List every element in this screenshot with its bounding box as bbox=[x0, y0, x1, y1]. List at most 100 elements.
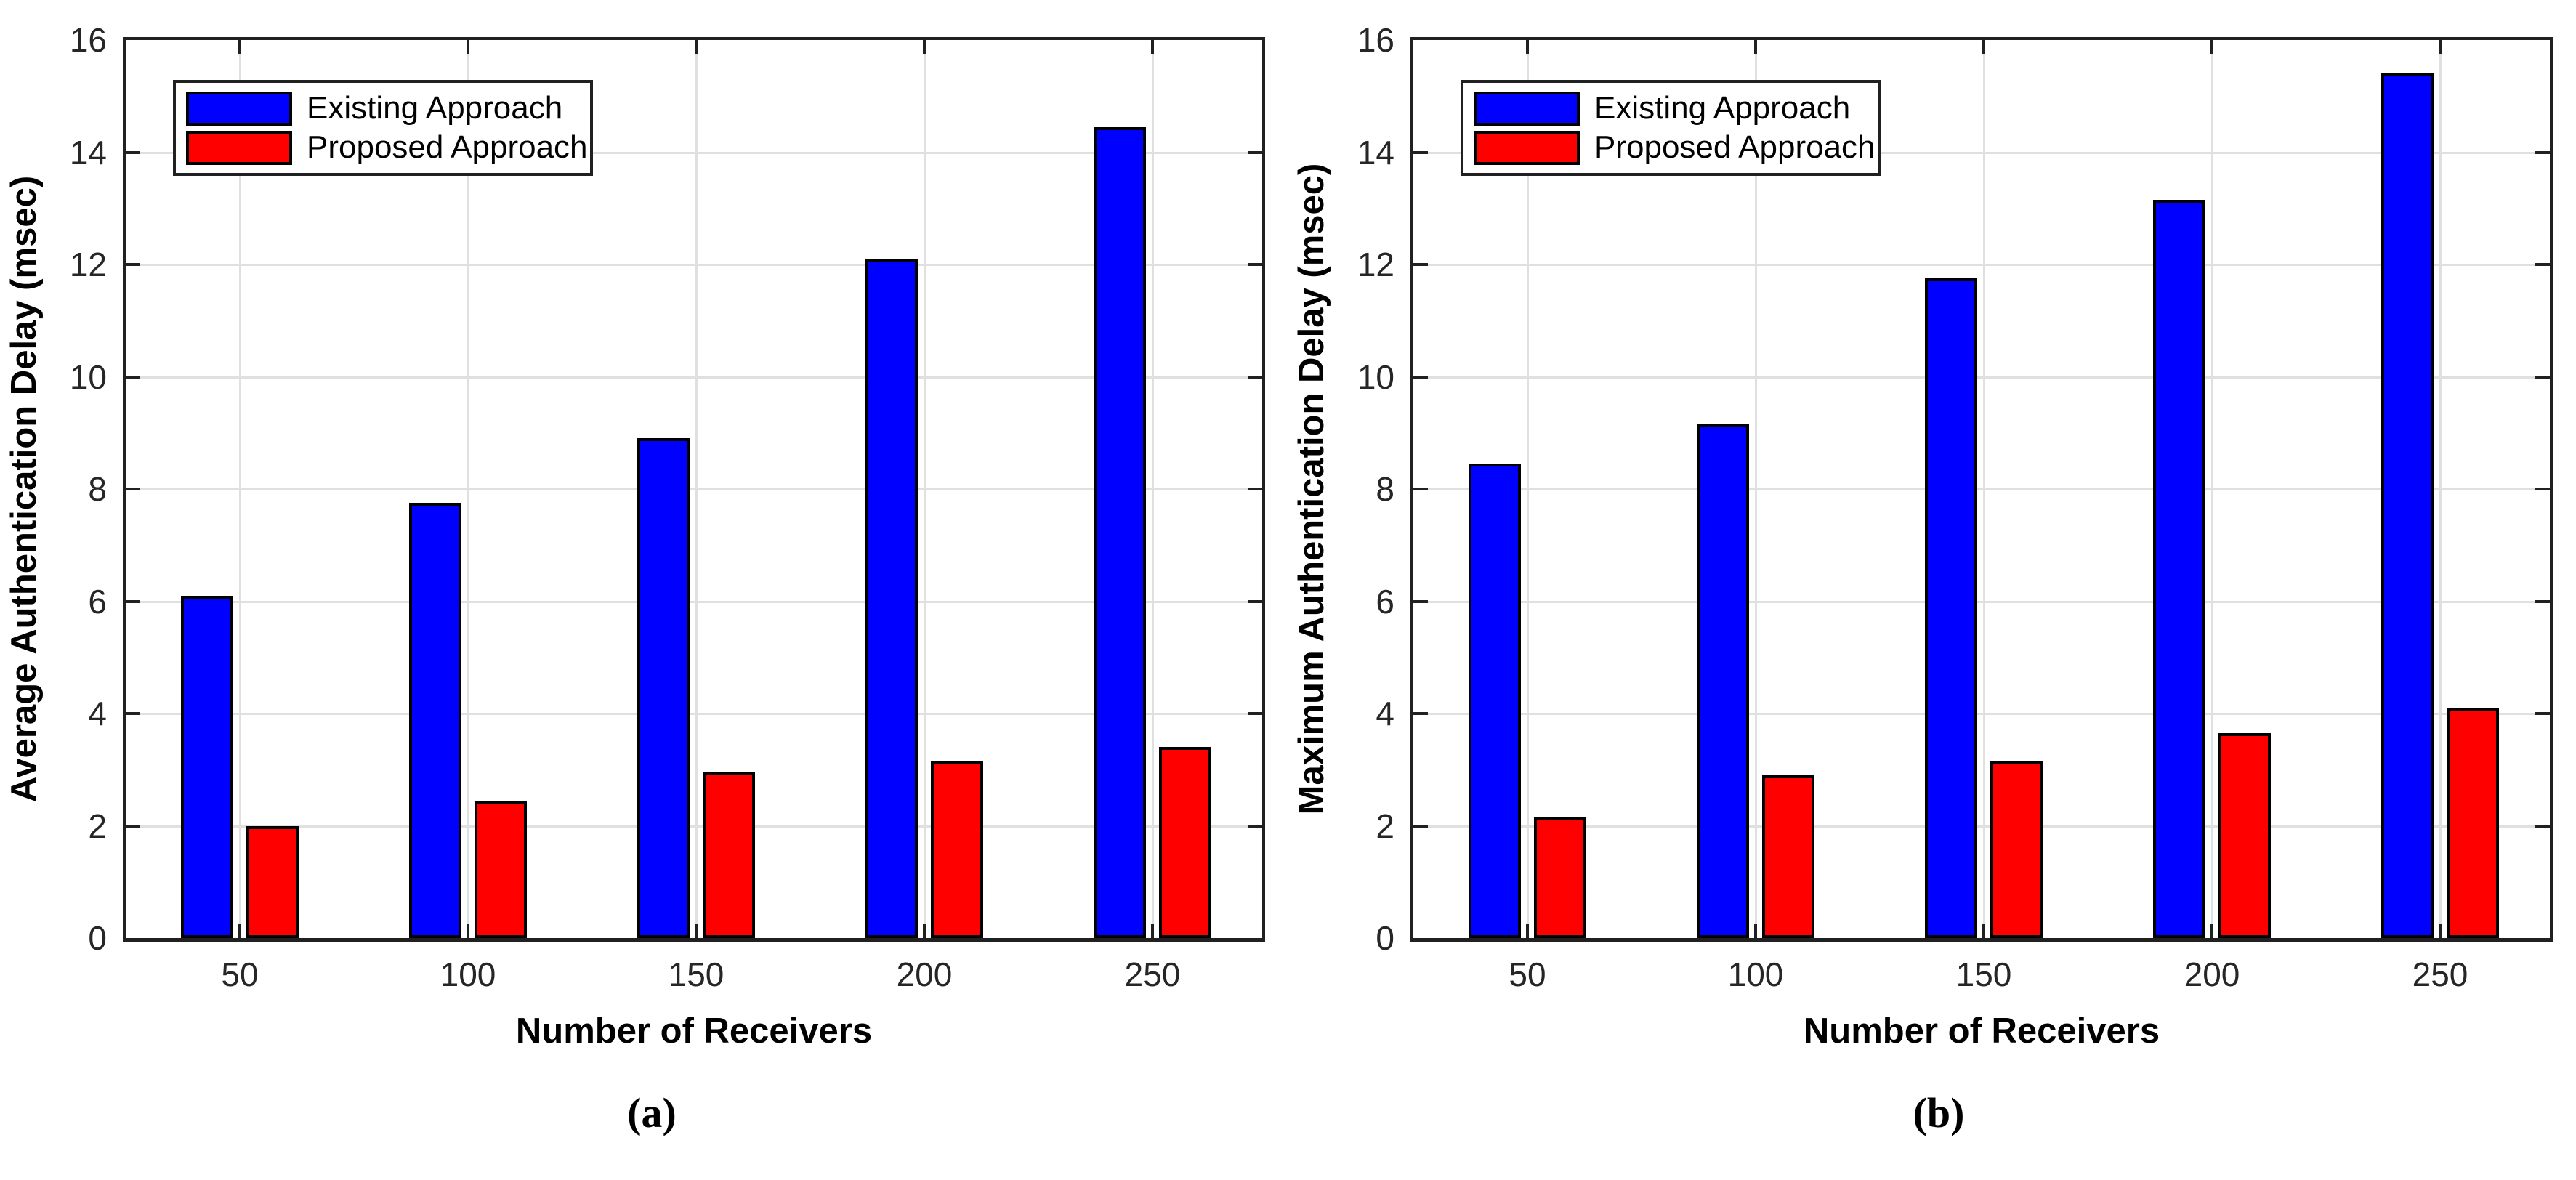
y-tick-left-14 bbox=[1413, 150, 1428, 154]
v-gridline-100 bbox=[1755, 40, 1757, 938]
v-gridline-200 bbox=[2211, 40, 2213, 938]
bar-b-proposed-200 bbox=[2218, 733, 2271, 938]
y-tick-left-12 bbox=[1413, 263, 1428, 266]
y-tick-label-4: 4 bbox=[1376, 695, 1394, 732]
x-tick-top-150 bbox=[1982, 40, 1985, 54]
y-tick-label-12: 12 bbox=[1357, 246, 1394, 283]
h-gridline-14 bbox=[126, 151, 1262, 154]
y-axis-label: Maximum Authentication Delay (msec) bbox=[1292, 163, 1331, 815]
x-tick-label-50: 50 bbox=[221, 955, 259, 993]
y-tick-right-14 bbox=[1248, 150, 1262, 154]
h-gridline-2 bbox=[1413, 825, 2550, 828]
v-gridline-100 bbox=[467, 40, 469, 938]
panel-caption-a: (a) bbox=[627, 1089, 677, 1136]
y-tick-left-10 bbox=[1413, 375, 1428, 379]
h-gridline-4 bbox=[126, 713, 1262, 715]
x-tick-top-250 bbox=[1151, 40, 1154, 54]
y-tick-left-10 bbox=[126, 375, 140, 379]
x-tick-bottom-150 bbox=[695, 924, 698, 938]
legend-row-proposed: Proposed Approach bbox=[186, 129, 588, 166]
spine-bottom bbox=[1410, 938, 2553, 942]
bar-a-existing-100 bbox=[409, 503, 461, 938]
legend: Existing Approach Proposed Approach bbox=[1461, 80, 1881, 176]
y-tick-label-0: 0 bbox=[1376, 919, 1394, 957]
legend-label-proposed: Proposed Approach bbox=[307, 129, 588, 165]
x-tick-top-100 bbox=[467, 40, 469, 54]
y-tick-label-6: 6 bbox=[1376, 582, 1394, 621]
x-tick-label-150: 150 bbox=[1955, 955, 2012, 993]
spine-top bbox=[123, 37, 1265, 40]
y-tick-label-10: 10 bbox=[69, 357, 107, 396]
x-tick-top-100 bbox=[1754, 40, 1757, 54]
bar-a-existing-250 bbox=[1094, 126, 1146, 938]
v-gridline-150 bbox=[1983, 40, 1985, 938]
h-gridline-6 bbox=[126, 600, 1262, 603]
y-tick-label-2: 2 bbox=[1376, 807, 1394, 845]
y-tick-label-12: 12 bbox=[69, 246, 107, 283]
y-tick-right-6 bbox=[2535, 599, 2550, 603]
y-tick-label-8: 8 bbox=[1376, 470, 1394, 508]
bar-b-proposed-100 bbox=[1762, 775, 1814, 938]
y-tick-right-12 bbox=[2535, 263, 2550, 266]
bar-a-proposed-150 bbox=[703, 772, 755, 938]
x-tick-bottom-100 bbox=[1754, 924, 1757, 938]
x-tick-label-100: 100 bbox=[440, 955, 496, 993]
y-tick-label-14: 14 bbox=[1357, 133, 1394, 171]
y-tick-right-12 bbox=[1248, 263, 1262, 266]
h-gridline-8 bbox=[126, 488, 1262, 490]
bar-a-proposed-50 bbox=[246, 825, 299, 938]
spine-right bbox=[2550, 37, 2553, 942]
y-tick-right-8 bbox=[1248, 488, 1262, 490]
y-tick-label-16: 16 bbox=[1357, 21, 1394, 59]
spine-top bbox=[1410, 37, 2553, 40]
spine-left bbox=[1410, 37, 1413, 942]
x-tick-bottom-100 bbox=[467, 924, 469, 938]
y-tick-left-6 bbox=[1413, 599, 1428, 603]
h-gridline-10 bbox=[126, 376, 1262, 379]
x-tick-bottom-250 bbox=[1151, 924, 1154, 938]
spine-bottom bbox=[123, 938, 1265, 942]
legend-swatch-existing bbox=[186, 91, 292, 126]
bar-b-existing-150 bbox=[1925, 278, 1977, 938]
y-tick-right-2 bbox=[2535, 824, 2550, 828]
x-tick-bottom-50 bbox=[1526, 924, 1529, 938]
h-gridline-12 bbox=[1413, 264, 2550, 266]
y-tick-left-2 bbox=[126, 824, 140, 828]
y-tick-right-4 bbox=[1248, 712, 1262, 715]
x-tick-label-100: 100 bbox=[1727, 955, 1784, 993]
y-tick-left-8 bbox=[126, 488, 140, 490]
y-tick-left-4 bbox=[126, 712, 140, 715]
y-axis-label: Average Authentication Delay (msec) bbox=[4, 175, 44, 803]
x-tick-top-200 bbox=[923, 40, 926, 54]
h-gridline-2 bbox=[126, 825, 1262, 828]
panel-caption-b: (b) bbox=[1913, 1089, 1965, 1136]
legend-label-proposed: Proposed Approach bbox=[1594, 129, 1876, 165]
v-gridline-50 bbox=[1527, 40, 1529, 938]
legend-label-existing: Existing Approach bbox=[307, 90, 563, 126]
y-tick-label-16: 16 bbox=[69, 21, 107, 59]
x-axis-label: Number of Receivers bbox=[1803, 1011, 2160, 1051]
h-gridline-10 bbox=[1413, 376, 2550, 379]
legend-row-proposed: Proposed Approach bbox=[1474, 129, 1876, 166]
bar-b-proposed-250 bbox=[2447, 708, 2499, 938]
x-tick-top-50 bbox=[1526, 40, 1529, 54]
v-gridline-50 bbox=[239, 40, 241, 938]
x-tick-label-250: 250 bbox=[1124, 955, 1181, 993]
x-tick-label-200: 200 bbox=[896, 955, 953, 993]
y-tick-right-2 bbox=[1248, 824, 1262, 828]
legend-swatch-proposed bbox=[186, 130, 292, 165]
y-tick-label-8: 8 bbox=[88, 470, 107, 508]
x-tick-bottom-200 bbox=[2210, 924, 2213, 938]
bar-a-proposed-250 bbox=[1159, 747, 1211, 938]
y-tick-label-10: 10 bbox=[1357, 357, 1394, 396]
bar-b-proposed-150 bbox=[1990, 761, 2043, 938]
legend-label-existing: Existing Approach bbox=[1594, 90, 1851, 126]
legend-row-existing: Existing Approach bbox=[186, 90, 583, 126]
bar-a-proposed-200 bbox=[931, 761, 983, 938]
spine-right bbox=[1262, 37, 1265, 942]
bar-a-existing-200 bbox=[865, 259, 918, 938]
y-tick-label-2: 2 bbox=[88, 807, 107, 845]
legend-swatch-proposed bbox=[1474, 130, 1580, 165]
y-tick-right-10 bbox=[1248, 375, 1262, 379]
y-tick-left-4 bbox=[1413, 712, 1428, 715]
